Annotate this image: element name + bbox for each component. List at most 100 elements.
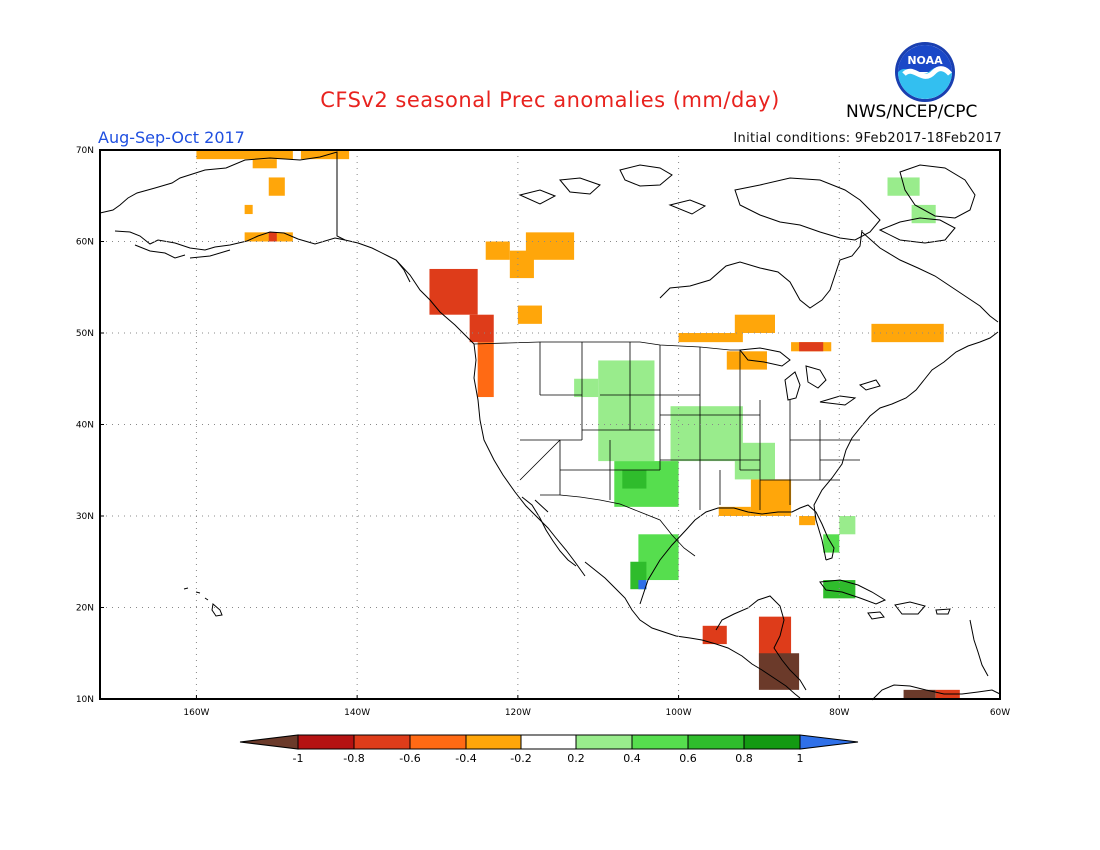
coastlines [99,151,1001,701]
cuba [819,579,887,605]
lat-tick-label: 40N [76,421,94,431]
anomaly-cell [244,204,253,215]
puerto-rico [935,608,951,615]
colorbar-segment [409,734,467,750]
color-scale-bar: -1 -0.8 -0.6 -0.4 -0.2 0.2 0.4 0.6 0.8 1 [239,734,859,765]
pacific-coast [395,259,586,577]
yucatan-coast [715,595,807,691]
colorbar-label: 1 [797,752,804,765]
anomaly-cell [678,333,743,343]
colorbar-segment [353,734,411,750]
anomaly-cell [718,506,751,516]
anomaly-cell [268,177,285,196]
lat-tick-label: 60N [76,238,94,248]
anomaly-cell [300,150,350,160]
anomaly-cell [598,360,655,462]
hawaii-islands [183,587,223,617]
colorbar-segment [520,734,577,750]
lesser-antilles [969,619,989,677]
us-mexico-border [540,494,696,557]
logo-text: NOAA [907,54,943,67]
baja-california [521,496,577,567]
colorbar-label: -0.8 [343,752,364,765]
lat-tick-label: 10N [76,695,94,705]
state-lines [519,342,860,510]
axis-tick-labels: 160W 140W 120W 100W 80W 60W 10N 20N 30N 40N 50N 60N… [76,146,1010,718]
season-label: Aug-Sep-Oct 2017 [98,128,245,147]
colorbar-label: 0.4 [623,752,641,765]
arctic-island-5 [518,177,707,215]
arctic-island-4 [619,164,673,187]
mexico-pacific-coast [584,561,801,699]
initial-conditions: Initial conditions: 9Feb2017-18Feb2017 [733,131,1002,146]
great-lakes [739,347,881,406]
arctic-island-3 [899,164,976,219]
lon-tick-label: 80W [829,708,849,718]
anomaly-cell [622,470,647,489]
anomaly-cell [252,159,277,169]
atlantic-coast [813,331,999,561]
anomaly-cell [839,516,856,535]
alaska-south-coast [114,230,411,283]
anomaly-cell [469,314,494,343]
colorbar-label: -1 [293,752,304,765]
anomaly-cell [429,268,478,315]
colorbar-label: -0.6 [399,752,420,765]
lat-tick-label: 30N [76,512,94,522]
lat-tick-label: 50N [76,329,94,339]
colorbar-label: 0.2 [567,752,585,765]
anomaly-cell [871,323,944,343]
anomaly-cell [509,250,534,279]
chart-title: CFSv2 seasonal Prec anomalies (mm/day) [320,88,780,112]
hispaniola [894,601,926,615]
anomaly-cell [799,342,824,352]
anomaly-cell [638,580,647,590]
colorbar-label: -0.2 [510,752,531,765]
colorbar-segment [687,734,745,750]
anomaly-cell [758,653,800,690]
colorbar-high-arrow [799,734,859,750]
labrador-coast [861,231,999,323]
arctic-island-2 [878,217,956,244]
colorbar-segment [575,734,633,750]
anomaly-cell [670,406,743,462]
us-canada-border [473,341,740,351]
jamaica [867,611,885,620]
anomaly-cell [485,241,510,260]
anomaly-cell [517,305,542,324]
arctic-island-1 [734,177,881,241]
colorbar-label: 0.8 [735,752,753,765]
state-boundaries [473,341,860,557]
lon-tick-label: 100W [666,708,692,718]
anomaly-cell [702,625,727,645]
lat-lon-grid [100,150,1000,699]
lon-tick-label: 60W [990,708,1010,718]
anomaly-cell [799,516,816,526]
colorbar-segment [465,734,522,750]
lat-tick-label: 70N [76,146,94,156]
colorbar-label: 0.6 [679,752,697,765]
colorbar-label: -0.4 [455,752,476,765]
lon-tick-label: 140W [344,708,370,718]
lon-tick-label: 120W [505,708,531,718]
lon-tick-label: 160W [183,708,209,718]
colorbar-segment [297,734,355,750]
anomaly-cell [268,232,277,242]
colorbar-segment [743,734,801,750]
colorbar-segment [631,734,689,750]
alaska-coast [99,151,346,241]
lat-tick-label: 20N [76,604,94,614]
agency-label: NWS/NCEP/CPC [846,102,978,122]
anomaly-cell [734,442,775,480]
anomaly-cell [734,314,775,333]
hudson-bay [659,229,863,309]
anomaly-cell [477,342,494,398]
anomaly-cell [196,150,293,160]
anomaly-cell [726,351,767,370]
noaa-logo: NOAA [895,42,955,102]
aleutians [134,244,231,259]
anomaly-cell [903,689,936,699]
anomaly-cell [574,378,599,398]
anomaly-shading [196,150,960,699]
